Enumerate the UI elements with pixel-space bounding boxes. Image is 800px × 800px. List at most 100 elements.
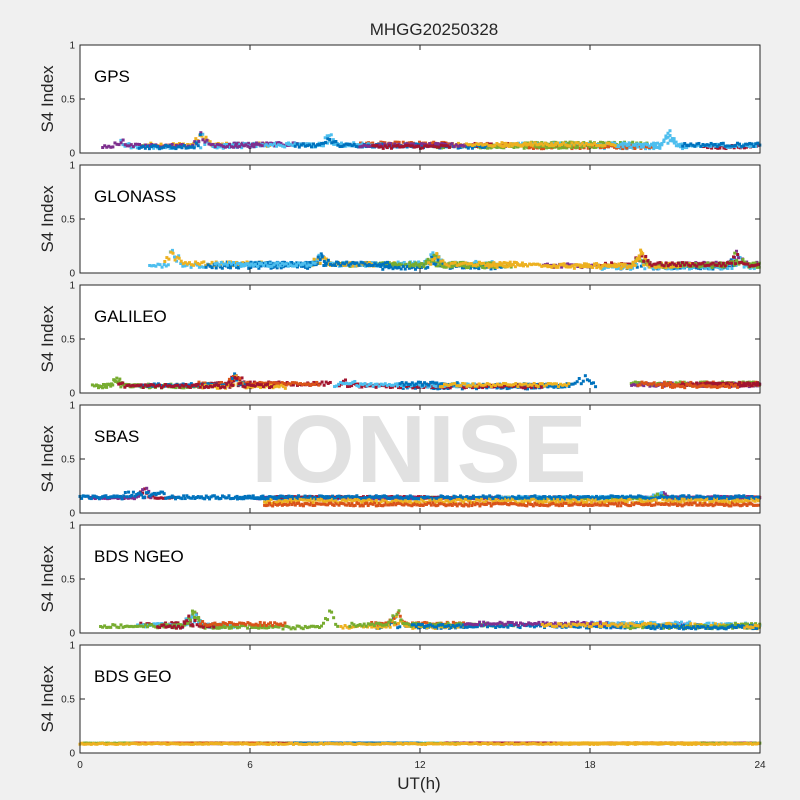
data-point [687, 267, 691, 271]
data-point [326, 258, 330, 262]
data-point [200, 382, 204, 386]
data-point [663, 492, 667, 496]
data-point [638, 383, 642, 387]
data-point [455, 381, 459, 385]
data-point [176, 145, 180, 149]
data-point [648, 144, 652, 148]
data-point [322, 383, 326, 387]
data-point [477, 143, 481, 147]
data-point [419, 143, 423, 147]
data-point [123, 144, 127, 148]
data-point [721, 143, 725, 147]
data-point [442, 146, 446, 150]
data-point [693, 144, 697, 148]
data-point [479, 142, 483, 146]
data-point [144, 143, 148, 147]
data-point [542, 147, 546, 151]
data-point [236, 144, 240, 148]
data-point [397, 140, 401, 144]
data-point [426, 265, 430, 269]
y-tick-label: 0 [69, 389, 75, 400]
data-point [574, 141, 578, 145]
data-point [319, 252, 323, 256]
data-point [400, 263, 404, 267]
data-point [730, 266, 734, 270]
data-point [413, 142, 417, 146]
data-point [594, 145, 598, 149]
data-point [148, 263, 152, 267]
data-point [595, 144, 599, 148]
data-point [314, 144, 318, 148]
data-point [706, 146, 710, 150]
data-point [599, 140, 603, 144]
data-point [711, 143, 715, 147]
data-point [418, 262, 422, 266]
data-point [151, 144, 155, 148]
data-point [307, 143, 311, 147]
data-point [441, 144, 445, 148]
data-point [273, 144, 277, 148]
data-point [710, 266, 714, 270]
data-point [592, 381, 596, 385]
data-point [539, 147, 543, 151]
data-point [248, 145, 252, 149]
data-point [631, 266, 635, 270]
data-point [433, 256, 437, 260]
data-point [678, 142, 682, 146]
data-point [152, 264, 156, 268]
data-point [139, 383, 143, 387]
data-point [227, 146, 231, 150]
data-point [320, 255, 324, 259]
data-point [385, 143, 389, 147]
data-point [196, 261, 200, 265]
data-point [265, 382, 269, 386]
data-point [550, 142, 554, 146]
data-point [252, 145, 256, 149]
data-point [627, 143, 631, 147]
data-point [719, 142, 723, 146]
data-point [320, 380, 324, 384]
data-point [591, 265, 595, 269]
data-point [617, 145, 621, 149]
data-point [577, 377, 581, 381]
data-point [334, 140, 338, 144]
data-point [581, 379, 585, 383]
data-point [427, 144, 431, 148]
data-point [699, 144, 703, 148]
data-point [344, 142, 348, 146]
data-point [297, 142, 301, 146]
data-point [643, 147, 647, 151]
data-point [163, 259, 167, 263]
data-point [481, 143, 485, 147]
data-point [415, 142, 419, 146]
data-point [474, 259, 478, 263]
data-point [564, 143, 568, 147]
data-point [576, 141, 580, 145]
data-point [433, 145, 437, 149]
data-point [328, 137, 332, 141]
data-point [217, 143, 221, 147]
data-point [147, 147, 151, 151]
data-point [162, 263, 166, 267]
data-point [611, 143, 615, 147]
data-point [383, 144, 387, 148]
data-point [539, 144, 543, 148]
data-point [440, 142, 444, 146]
data-point [623, 142, 627, 146]
data-point [429, 144, 433, 148]
data-point [402, 260, 406, 264]
data-point [172, 146, 176, 150]
data-point [291, 141, 295, 145]
data-point [521, 141, 525, 145]
data-point [423, 144, 427, 148]
data-point [395, 140, 399, 144]
data-point [584, 142, 588, 146]
data-point [141, 144, 145, 148]
data-point [323, 136, 327, 140]
data-point [720, 267, 724, 271]
data-point [121, 138, 125, 142]
data-point [320, 141, 324, 145]
data-point [184, 146, 188, 150]
data-point [487, 142, 491, 146]
